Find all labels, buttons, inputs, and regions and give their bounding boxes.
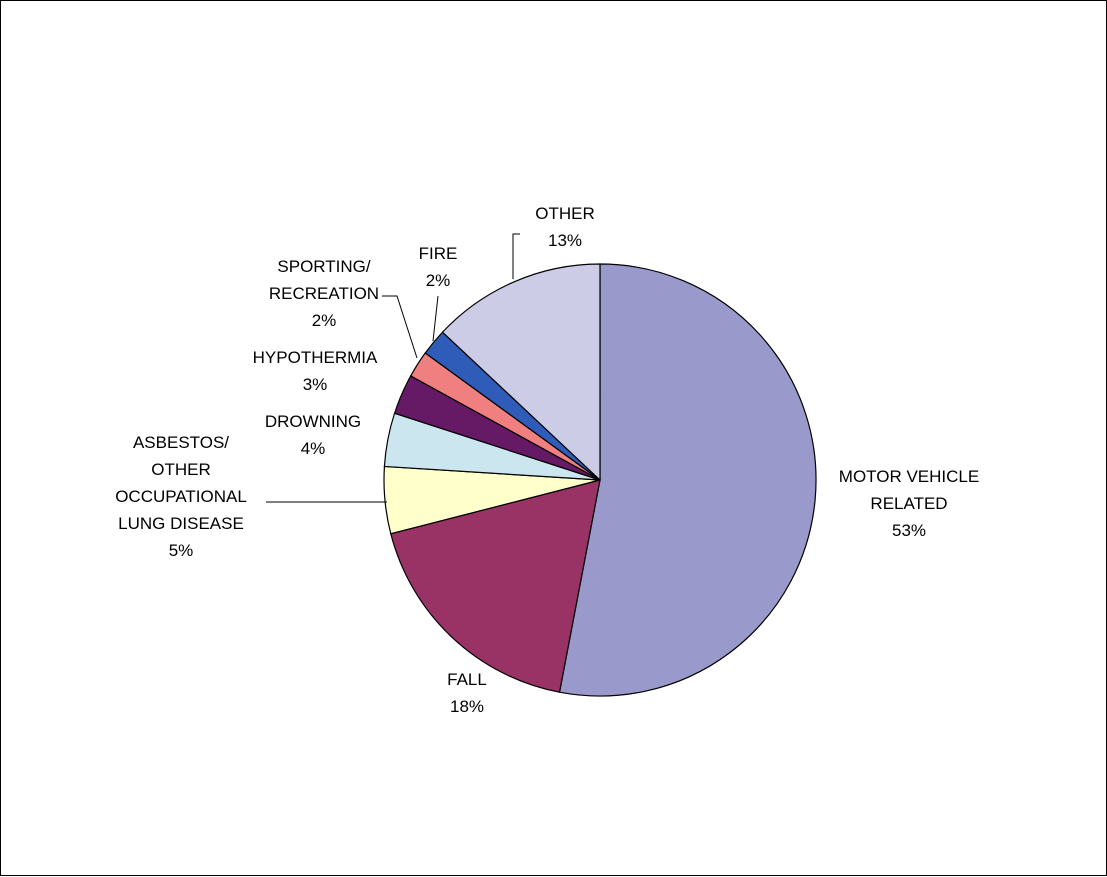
slice-label: FIRE 2%: [419, 244, 458, 290]
pie-slice-fall: [390, 479, 601, 693]
slice-label: FALL 18%: [447, 670, 487, 716]
slice-label: OTHER 13%: [535, 204, 595, 250]
pie-slices: [383, 263, 817, 697]
pie-slice-other: [441, 263, 601, 482]
slice-label: MOTOR VEHICLE RELATED 53%: [839, 467, 979, 540]
leader-line: [512, 233, 520, 279]
leader-lines: [266, 233, 520, 503]
slice-label: SPORTING/RECREATION 2%: [269, 257, 379, 330]
slice-label: HYPOTHERMIA 3%: [253, 348, 378, 394]
leader-line: [382, 295, 418, 359]
leader-line: [432, 295, 439, 342]
slice-label: ASBESTOS/OTHER OCCUPATIONAL LUNG DISEASE 5%: [115, 433, 247, 560]
slice-labels: MOTOR VEHICLE RELATED 53% FALL 18% ASBESTOS/O…: [115, 204, 979, 716]
pie-slice-motor-vehicle-related: [558, 263, 817, 697]
slice-label: DROWNING 4%: [265, 412, 361, 458]
